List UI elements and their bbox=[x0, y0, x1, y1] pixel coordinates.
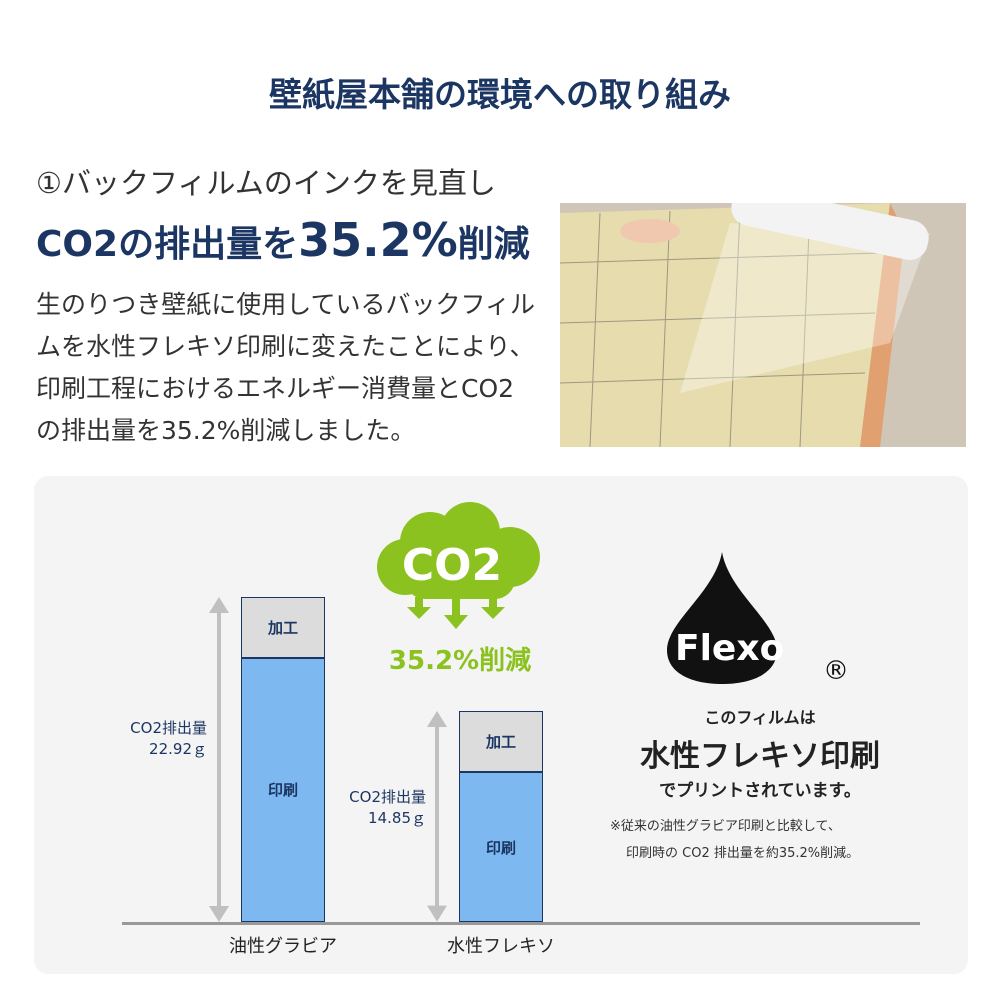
co2-cloud-icon: CO2 bbox=[377, 502, 540, 629]
total-arrow bbox=[209, 597, 229, 922]
total-label-line: 14.85ｇ bbox=[368, 808, 426, 827]
headline-post: 削減 bbox=[457, 224, 530, 265]
baseline bbox=[122, 922, 920, 925]
body-text: 生のりつき壁紙に使用しているバックフィルムを水性フレキソ印刷に変えたことにより、… bbox=[36, 290, 536, 445]
flexo-note1: ※従来の油性グラビア印刷と比較して、 bbox=[610, 819, 841, 834]
product-photo bbox=[560, 203, 966, 447]
page-title: 壁紙屋本舗の環境への取り組み bbox=[269, 75, 731, 114]
total-label-line: CO2排出量 bbox=[130, 718, 207, 737]
total-arrow bbox=[427, 711, 447, 922]
flexo-logo-text: Flexo bbox=[675, 628, 784, 669]
section-subtitle: ①バックフィルムのインクを見直し bbox=[36, 166, 496, 200]
total-label: CO2排出量 22.92ｇ bbox=[87, 718, 207, 760]
flexo-line2: 水性フレキソ印刷 bbox=[640, 739, 880, 774]
headline: CO2の排出量を35.2%削減 bbox=[36, 213, 530, 267]
bar-segment-process: 加工 bbox=[241, 597, 325, 658]
flexo-logo: Flexo ® bbox=[667, 552, 849, 686]
flexo-note2: 印刷時の CO2 排出量を約35.2%削減。 bbox=[626, 846, 860, 861]
flexo-line1: このフィルムは bbox=[704, 708, 816, 727]
headline-pre: CO2の排出量を bbox=[36, 224, 299, 265]
category-label: 水性フレキソ bbox=[447, 936, 555, 957]
bar-segment-print: 印刷 bbox=[459, 772, 543, 922]
flexo-line3: でプリントされています。 bbox=[659, 781, 861, 801]
water-drop-icon bbox=[667, 552, 777, 684]
bar-segment-process: 加工 bbox=[459, 711, 543, 773]
photo-illustration bbox=[560, 203, 966, 447]
registered-mark: ® bbox=[823, 656, 849, 686]
cloud-label: CO2 bbox=[402, 540, 502, 591]
total-label: CO2排出量 14.85ｇ bbox=[306, 787, 426, 829]
total-label-line: 22.92ｇ bbox=[149, 739, 207, 758]
reduction-label: 35.2%削減 bbox=[388, 646, 532, 676]
category-label: 油性グラビア bbox=[229, 936, 337, 957]
headline-value: 35.2% bbox=[298, 213, 458, 267]
bar-segment-print: 印刷 bbox=[241, 657, 325, 922]
total-label-line: CO2排出量 bbox=[349, 787, 426, 806]
